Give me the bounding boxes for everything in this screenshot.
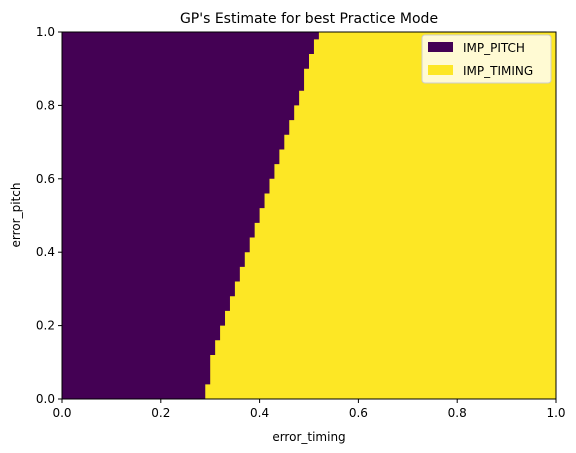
legend-frame xyxy=(421,34,552,84)
legend-swatch-imp-pitch xyxy=(428,42,453,52)
y-tick-label: 0.4 xyxy=(36,245,55,259)
y-tick-label: 0.8 xyxy=(36,98,55,112)
plot-frame xyxy=(61,31,557,400)
y-tick-label: 0.0 xyxy=(36,392,55,406)
y-tick-label: 0.6 xyxy=(36,172,55,186)
chart-title: GP's Estimate for best Practice Mode xyxy=(180,11,438,27)
legend: IMP_PITCH IMP_TIMING xyxy=(421,34,552,84)
y-tick-label: 1.0 xyxy=(36,25,55,39)
region-imp-pitch-shape xyxy=(62,32,319,399)
y-axis-label: error_pitch xyxy=(9,183,23,248)
legend-label-imp-timing: IMP_TIMING xyxy=(463,64,533,78)
y-tick-label: 0.2 xyxy=(36,319,55,333)
legend-label-imp-pitch: IMP_PITCH xyxy=(463,41,525,55)
y-axis: 0.0 0.2 0.4 0.6 0.8 1.0 xyxy=(36,25,62,406)
x-tick-label: 0.8 xyxy=(448,406,467,420)
region-imp-pitch xyxy=(62,32,319,399)
x-tick-label: 0.4 xyxy=(250,406,269,420)
x-tick-label: 0.2 xyxy=(151,406,170,420)
x-axis-label: error_timing xyxy=(272,430,345,444)
x-tick-label: 0.0 xyxy=(52,406,71,420)
plot-area xyxy=(61,31,557,400)
legend-swatch-imp-timing xyxy=(428,65,453,75)
x-tick-label: 1.0 xyxy=(546,406,565,420)
x-tick-label: 0.6 xyxy=(349,406,368,420)
x-axis: 0.0 0.2 0.4 0.6 0.8 1.0 xyxy=(52,399,566,420)
